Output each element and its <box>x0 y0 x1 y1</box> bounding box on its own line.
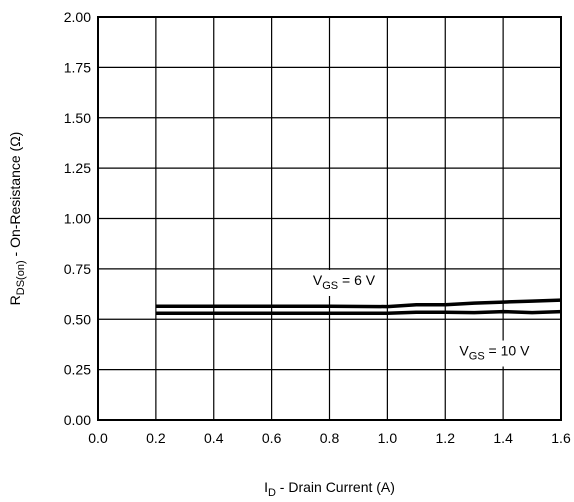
y-tick-label: 1.50 <box>64 110 91 126</box>
annotation-label: VGS = 6 V <box>313 272 376 292</box>
y-tick-labels: 0.00 0.25 0.50 0.75 1.00 1.25 1.50 1.75 2.00 <box>64 9 91 428</box>
series-line-2 <box>155 309 562 315</box>
annotation-sub: GS <box>469 351 485 363</box>
annotation-main: V <box>459 343 469 359</box>
x-tick-label: 0.6 <box>262 430 282 446</box>
annotation-background <box>453 340 537 367</box>
x-tick-label: 0.4 <box>204 430 224 446</box>
y-axis-label-rest: - On-Resistance (Ω) <box>7 132 23 261</box>
x-axis-label-sub: D <box>268 487 276 499</box>
y-tick-label: 1.75 <box>64 59 91 75</box>
y-tick-label: 0.00 <box>64 412 91 428</box>
annotation-rest: = 6 V <box>338 272 376 288</box>
x-axis-label-rest: - Drain Current (A) <box>276 479 395 495</box>
y-tick-label: 0.50 <box>64 311 91 327</box>
annotation-main: V <box>313 272 323 288</box>
x-tick-label: 1.2 <box>436 430 456 446</box>
annotation-sub: GS <box>322 280 338 292</box>
x-axis-label: ID - Drain Current (A) <box>264 479 395 499</box>
x-axis-label-main: I <box>264 479 268 495</box>
y-tick-label: 1.00 <box>64 211 91 227</box>
x-tick-label: 1.0 <box>378 430 398 446</box>
y-tick-label: 1.25 <box>64 160 91 176</box>
plot-frame <box>97 16 562 421</box>
x-tick-labels: 0.0 0.2 0.4 0.6 0.8 1.0 1.2 1.4 1.6 <box>88 430 571 446</box>
x-tick-label: 1.4 <box>493 430 513 446</box>
annotation-label: VGS = 10 V <box>459 343 530 363</box>
x-tick-label: 0.0 <box>88 430 108 446</box>
y-tick-label: 0.25 <box>64 362 91 378</box>
annotation-rest: = 10 V <box>485 343 530 359</box>
series-line-1 <box>155 298 562 309</box>
y-tick-label: 2.00 <box>64 9 91 25</box>
x-tick-label: 0.8 <box>320 430 340 446</box>
y-axis-label-main: R <box>7 295 23 305</box>
y-tick-label: 0.75 <box>64 261 91 277</box>
x-tick-label: 1.6 <box>551 430 571 446</box>
annotation-background <box>306 269 382 296</box>
x-tick-label: 0.2 <box>146 430 166 446</box>
series-layer <box>155 298 562 315</box>
y-axis-label-sub: DS(on) <box>15 260 27 295</box>
y-axis-label: RDS(on) - On-Resistance (Ω) <box>7 132 27 306</box>
